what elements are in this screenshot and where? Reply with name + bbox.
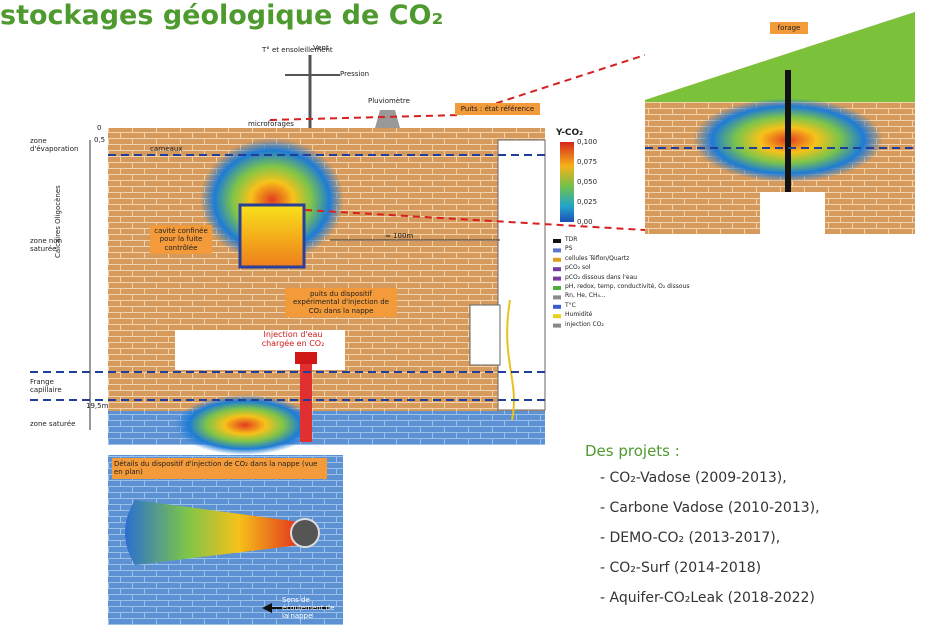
legend-symbol bbox=[553, 314, 561, 318]
legend-label: T°C bbox=[565, 303, 576, 310]
legend-label: pH, redox, temp, conductivité, O₂ dissou… bbox=[565, 284, 689, 291]
colorbar-title: Y-CO₂ bbox=[556, 128, 583, 138]
legend-symbol bbox=[553, 248, 561, 252]
legend-symbol bbox=[553, 305, 561, 309]
project-item: - CO₂-Surf (2014-2018) bbox=[600, 560, 761, 576]
legend-label: Rn, He, CH₄... bbox=[565, 293, 606, 300]
legend-label: TDR bbox=[565, 237, 577, 244]
depth-label: 0 bbox=[97, 124, 101, 132]
project-item: - DEMO-CO₂ (2013-2017), bbox=[600, 530, 780, 546]
depth-label: 0,5 bbox=[94, 136, 105, 144]
colorbar-tick: 0,050 bbox=[577, 178, 597, 186]
water-injection-label: Injection d'eau chargée en CO₂ bbox=[258, 330, 328, 348]
legend-symbol bbox=[553, 295, 561, 299]
colorbar-tick: 0,100 bbox=[577, 138, 597, 146]
formation-label: Calcaires Oligocènes bbox=[54, 185, 62, 258]
diagram bbox=[0, 0, 938, 627]
legend-label: injection CO₂ bbox=[565, 322, 604, 329]
well-label: Puits : état référence bbox=[455, 103, 540, 115]
instrument-label: Pression bbox=[340, 70, 369, 78]
depth-label: 19,5m bbox=[86, 402, 108, 410]
instrument-label: Vent bbox=[313, 44, 329, 52]
legend-symbol bbox=[553, 286, 561, 290]
injection-well-label: puits du dispositif expérimental d'injec… bbox=[285, 288, 397, 317]
slide: stockages géologique de CO₂ T° et ensole… bbox=[0, 0, 938, 627]
legend-symbol bbox=[553, 277, 561, 281]
legend-label: PS bbox=[565, 246, 572, 253]
legend-label: Humidité bbox=[565, 312, 592, 319]
legend-label: pCO₂ dissous dans l'eau bbox=[565, 275, 637, 282]
zone-label: Frange capillaire bbox=[30, 378, 80, 394]
plan-view-title: Détails du dispositif d'injection de CO₂… bbox=[112, 458, 327, 479]
instrument-label: Pluviomètre bbox=[368, 97, 410, 105]
colorbar-tick: 0,075 bbox=[577, 158, 597, 166]
project-item: - Aquifer-CO₂Leak (2018-2022) bbox=[600, 590, 815, 606]
zone-label: zone saturée bbox=[30, 420, 80, 428]
inset-label: forage bbox=[770, 22, 808, 34]
cavity-label: cavité confinée pour la fuite contrôlée bbox=[150, 225, 212, 254]
project-item: - CO₂-Vadose (2009-2013), bbox=[600, 470, 787, 486]
flow-label: Sens de écoulement de la nappe bbox=[282, 596, 337, 620]
instrument-label: microforages bbox=[248, 120, 294, 128]
legend-symbol bbox=[553, 258, 561, 262]
legend-symbol bbox=[553, 239, 561, 243]
project-item: - Carbone Vadose (2010-2013), bbox=[600, 500, 820, 516]
legend-label: cellules Téflon/Quartz bbox=[565, 256, 629, 263]
colorbar-tick: 0,025 bbox=[577, 198, 597, 206]
legend-symbol bbox=[553, 324, 561, 328]
zone-label: zone d'évaporation bbox=[30, 137, 85, 153]
legend-label: pCO₂ sol bbox=[565, 265, 591, 272]
legend-symbol bbox=[553, 267, 561, 271]
colorbar-tick: 0,00 bbox=[577, 218, 593, 226]
projects-title: Des projets : bbox=[585, 442, 680, 460]
distance-label: ≈ 100m bbox=[385, 232, 413, 240]
ceiling-label: carneaux bbox=[150, 145, 183, 153]
